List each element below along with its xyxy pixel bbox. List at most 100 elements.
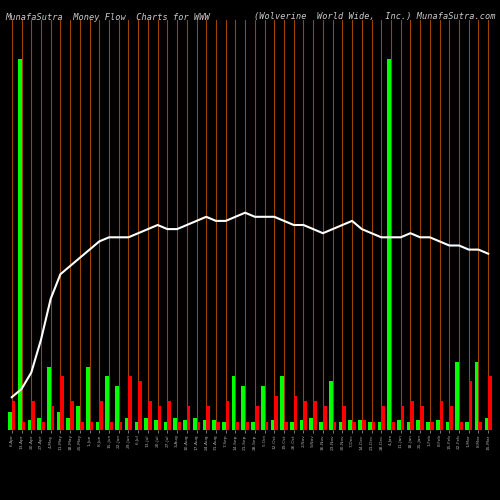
Bar (468, 381, 472, 430)
Bar (168, 400, 171, 430)
Bar (488, 376, 492, 430)
Bar (406, 422, 410, 430)
Bar (119, 422, 122, 430)
Bar (47, 366, 50, 430)
Bar (459, 422, 462, 430)
Bar (304, 400, 307, 430)
Bar (465, 422, 469, 430)
Bar (38, 418, 41, 430)
Bar (193, 418, 196, 430)
Bar (90, 422, 94, 430)
Bar (378, 422, 382, 430)
Bar (28, 420, 31, 430)
Bar (388, 59, 391, 430)
Bar (342, 406, 346, 430)
Bar (138, 381, 142, 430)
Bar (430, 422, 434, 430)
Bar (212, 420, 216, 430)
Bar (352, 422, 356, 430)
Bar (22, 422, 25, 430)
Bar (66, 418, 70, 430)
Bar (329, 381, 332, 430)
Bar (450, 406, 453, 430)
Bar (261, 386, 264, 430)
Bar (410, 400, 414, 430)
Bar (362, 420, 366, 430)
Bar (8, 412, 12, 430)
Bar (60, 376, 64, 430)
Bar (290, 422, 294, 430)
Bar (216, 422, 220, 430)
Bar (313, 400, 317, 430)
Bar (264, 422, 268, 430)
Bar (144, 418, 148, 430)
Bar (358, 420, 362, 430)
Bar (300, 420, 304, 430)
Bar (251, 422, 255, 430)
Bar (202, 420, 206, 430)
Bar (310, 418, 313, 430)
Bar (183, 420, 187, 430)
Bar (154, 420, 158, 430)
Bar (475, 362, 478, 430)
Bar (323, 406, 326, 430)
Bar (128, 376, 132, 430)
Bar (187, 406, 190, 430)
Bar (134, 422, 138, 430)
Bar (80, 422, 84, 430)
Bar (348, 420, 352, 430)
Bar (242, 386, 245, 430)
Bar (56, 412, 60, 430)
Bar (420, 406, 424, 430)
Bar (319, 422, 323, 430)
Bar (115, 386, 119, 430)
Bar (416, 420, 420, 430)
Bar (372, 422, 375, 430)
Bar (440, 400, 444, 430)
Bar (222, 422, 226, 430)
Bar (446, 422, 450, 430)
Bar (18, 59, 22, 430)
Bar (274, 396, 278, 430)
Bar (206, 406, 210, 430)
Bar (332, 422, 336, 430)
Bar (70, 400, 74, 430)
Bar (41, 422, 44, 430)
Bar (478, 422, 482, 430)
Bar (255, 406, 258, 430)
Bar (100, 400, 103, 430)
Bar (436, 420, 440, 430)
Bar (397, 420, 400, 430)
Bar (196, 422, 200, 430)
Bar (50, 406, 54, 430)
Bar (245, 422, 249, 430)
Bar (400, 406, 404, 430)
Bar (96, 422, 100, 430)
Bar (368, 422, 372, 430)
Bar (226, 400, 230, 430)
Bar (381, 406, 385, 430)
Bar (106, 376, 109, 430)
Bar (86, 366, 90, 430)
Bar (391, 422, 394, 430)
Bar (164, 422, 168, 430)
Bar (456, 362, 459, 430)
Text: MunafaSutra  Money Flow  Charts for WWW: MunafaSutra Money Flow Charts for WWW (5, 12, 210, 22)
Bar (484, 418, 488, 430)
Bar (284, 422, 288, 430)
Bar (174, 418, 177, 430)
Bar (270, 420, 274, 430)
Bar (31, 400, 35, 430)
Bar (236, 422, 239, 430)
Bar (426, 422, 430, 430)
Bar (76, 406, 80, 430)
Bar (280, 376, 284, 430)
Bar (125, 418, 128, 430)
Bar (294, 396, 298, 430)
Bar (177, 422, 181, 430)
Text: (Wolverine  World Wide,  Inc.) MunafaSutra.com: (Wolverine World Wide, Inc.) MunafaSutra… (254, 12, 495, 22)
Bar (109, 422, 112, 430)
Bar (158, 406, 162, 430)
Bar (12, 400, 16, 430)
Bar (232, 376, 235, 430)
